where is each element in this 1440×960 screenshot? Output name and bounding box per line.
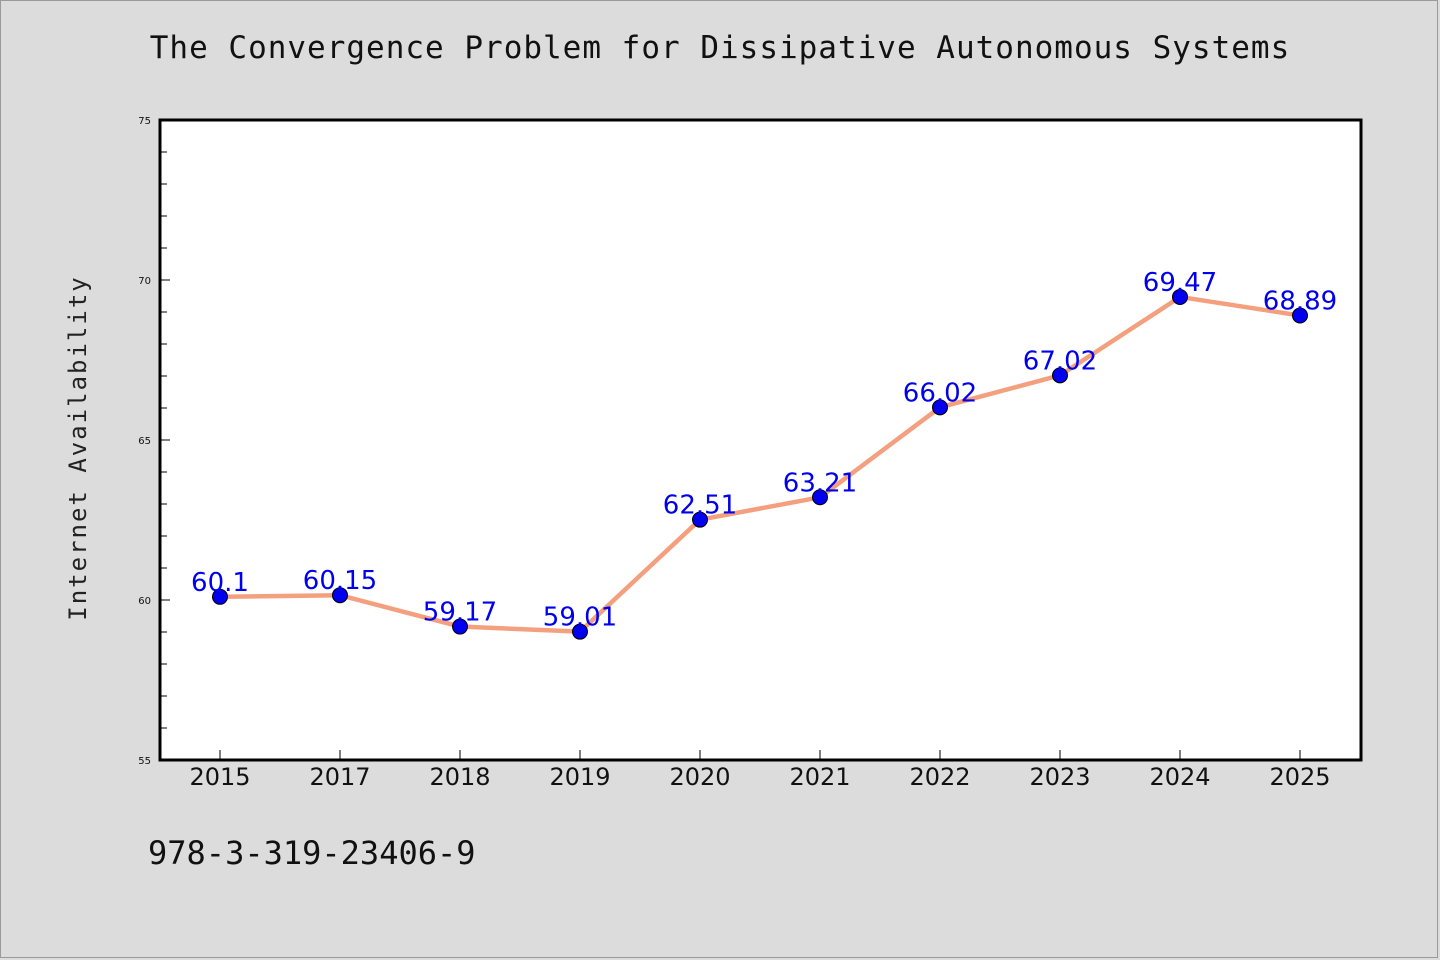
series-line	[217, 294, 1303, 634]
data-point	[812, 489, 828, 506]
data-label: 67.02	[1023, 346, 1097, 376]
chart-title: The Convergence Problem for Dissipative …	[149, 30, 1291, 66]
x-tick-label: 2017	[309, 763, 370, 791]
data-point	[1292, 307, 1308, 324]
data-point	[572, 623, 588, 640]
data-point	[932, 399, 948, 416]
series-group: 60.1 60.15 59.17 59.01 62.51 63.21 66.02 67.02 6…	[191, 268, 1337, 640]
y-tick-label: 60	[138, 596, 151, 607]
x-tick-label: 2025	[1269, 763, 1330, 791]
x-tick-label: 2024	[1149, 763, 1210, 791]
data-label: 68.89	[1263, 287, 1337, 317]
x-tick-label: 2015	[189, 763, 250, 791]
x-tick-label: 2022	[909, 763, 970, 791]
x-tick-label: 2023	[1029, 763, 1090, 791]
data-label: 63.21	[783, 468, 857, 498]
x-tick-label: 2019	[549, 763, 610, 791]
data-point	[332, 587, 348, 604]
data-label: 66.02	[903, 378, 977, 408]
data-label: 60.1	[191, 568, 249, 598]
data-label: 60.15	[303, 566, 377, 596]
plot-area	[160, 120, 1361, 760]
x-tick-label: 2018	[429, 763, 490, 791]
data-point	[1172, 288, 1188, 305]
x-tick-label: 2021	[789, 763, 850, 791]
data-label: 59.01	[543, 603, 617, 633]
plot-border	[158, 118, 1363, 762]
y-tick-label: 65	[138, 436, 151, 447]
x-tick-label: 2020	[669, 763, 730, 791]
data-point	[1052, 367, 1068, 384]
data-point	[212, 588, 228, 605]
data-label: 62.51	[663, 491, 737, 521]
data-point	[452, 618, 468, 635]
isbn-text: 978-3-319-23406-9	[148, 834, 476, 872]
y-tick-label: 75	[138, 116, 151, 127]
data-label: 59.17	[423, 598, 497, 628]
y-tick-label: 55	[138, 756, 151, 767]
data-label: 69.47	[1143, 268, 1217, 298]
data-point	[692, 511, 708, 528]
y-tick-label: 70	[138, 276, 151, 287]
x-axis: 2015 2017 2018 2019 2020 2021 2022 2023 2024 2025	[189, 750, 1331, 791]
